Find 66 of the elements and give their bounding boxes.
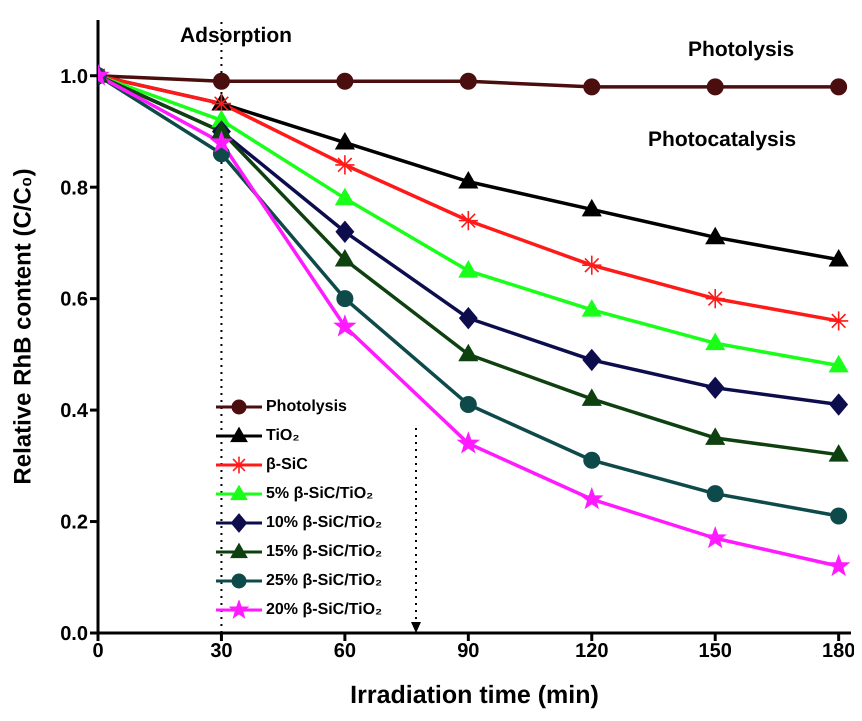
legend-label: TiO₂ [266,426,300,444]
point [335,188,355,206]
annotation: Adsorption [180,24,292,48]
point [582,199,602,216]
point [335,250,355,267]
x-tick-label: 150 [698,640,732,662]
point [581,254,602,276]
point [583,452,600,469]
point [830,78,848,96]
point [828,554,850,576]
annotation: Photolysis [688,38,794,62]
y-tick-label: 0.2 [60,512,88,534]
point [706,333,725,350]
point [830,507,848,524]
annotation: Photocatalysis [648,128,796,152]
x-tick-label: 60 [334,640,356,662]
point [460,72,477,90]
point [583,78,600,96]
point [210,131,232,152]
legend-label: 15% β-SiC/TiO₂ [266,542,382,560]
legend-label: 10% β-SiC/TiO₂ [266,514,382,532]
x-tick-label: 30 [210,640,233,662]
y-axis-title: Relative RhB content (C/C₀) [10,168,37,485]
y-tick-label: 0.4 [60,400,89,422]
point [336,290,354,308]
point [458,344,478,362]
point [458,260,478,278]
point [336,220,354,243]
point [334,154,356,176]
y-tick-label: 1.0 [60,66,88,88]
point [459,307,478,330]
point [828,355,848,372]
point [582,388,602,406]
y-tick-label: 0.8 [60,177,88,200]
point [828,310,850,332]
point [706,376,725,399]
legend-label: 5% β-SiC/TiO₂ [266,484,374,502]
point [460,396,477,414]
legend-label: Photolysis [266,398,347,416]
point [582,300,602,317]
point [212,72,230,90]
x-tick-label: 120 [575,640,608,662]
point [704,288,726,310]
point [829,394,848,416]
point [706,78,724,96]
legend-label: 25% β-SiC/TiO₂ [266,572,382,590]
point [458,172,478,189]
legend-label: β-SiC [266,456,308,474]
point [706,428,725,445]
point [458,432,480,453]
point [336,72,354,90]
point [828,250,848,267]
point [706,485,724,502]
point [828,444,848,462]
point [458,210,479,232]
point [334,315,356,336]
x-tick-label: 90 [457,640,480,662]
x-axis-title: Irradiation time (min) [350,681,599,709]
y-tick-label: 0.6 [60,288,88,311]
point [581,488,603,508]
y-tick-label: 0.0 [60,623,88,646]
point [335,132,355,150]
point [706,227,725,244]
legend-label: 20% β-SiC/TiO₂ [266,600,382,618]
x-tick-label: 0 [92,640,104,662]
point [582,349,602,371]
